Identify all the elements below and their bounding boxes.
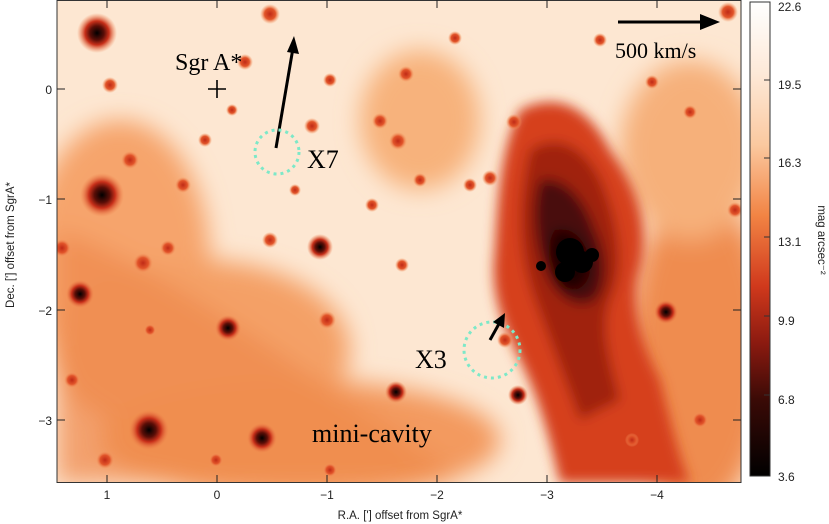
annotations: Sgr A* X7 X3 500 km/s mini-cavity <box>175 14 720 448</box>
colorbar-tick: 19.5 <box>778 78 802 92</box>
colorbar-tick: 3.6 <box>778 470 795 484</box>
y-tick-label: −1 <box>38 193 52 207</box>
colorbar-tick: 16.3 <box>778 156 802 170</box>
x-axis <box>106 0 658 483</box>
x-tick-label: −4 <box>650 488 664 502</box>
colorbar-tick: 6.8 <box>778 393 795 407</box>
colorbar-tick: 22.6 <box>778 0 802 14</box>
central-cluster <box>536 238 599 282</box>
x3-label: X3 <box>415 345 447 374</box>
y-axis <box>57 88 741 421</box>
colorbar-tick: 13.1 <box>778 235 802 249</box>
x3-velocity-arrow <box>488 321 502 341</box>
colorbar-label: mag arcsec⁻² <box>815 205 827 275</box>
x-tick-label: −2 <box>430 488 444 502</box>
y-tick-label: −3 <box>38 414 52 428</box>
x3-arrowhead-icon <box>493 313 505 328</box>
y-tick-label: 0 <box>45 83 52 97</box>
sky-image <box>57 0 741 483</box>
x-tick-label: 1 <box>104 488 111 502</box>
x-axis-title: R.A. ['] offset from SgrA* <box>338 510 463 522</box>
sgra-label: Sgr A* <box>175 50 242 76</box>
x7-label: X7 <box>307 145 339 174</box>
x-tick-label: −1 <box>320 488 334 502</box>
x-tick-label: −3 <box>540 488 554 502</box>
y-tick-label: −2 <box>38 304 52 318</box>
x7-arrowhead-icon <box>287 36 299 54</box>
scale-label: 500 km/s <box>615 38 696 63</box>
x3-circle <box>462 320 522 380</box>
star-field <box>57 2 741 477</box>
y-axis-title: Dec. ['] offset from SgrA* <box>5 181 17 307</box>
x-tick-label: 0 <box>214 488 221 502</box>
x7-circle <box>253 128 301 176</box>
mini-cavity-label: mini-cavity <box>312 419 432 448</box>
colorbar-tick: 9.9 <box>778 314 795 328</box>
plot-frame <box>56 0 742 483</box>
colorbar: 22.6 19.5 16.3 13.1 9.9 6.8 3.6 mag arcs… <box>749 0 827 484</box>
sgra-cross <box>208 80 226 98</box>
scale-arrowhead-icon <box>700 14 720 30</box>
